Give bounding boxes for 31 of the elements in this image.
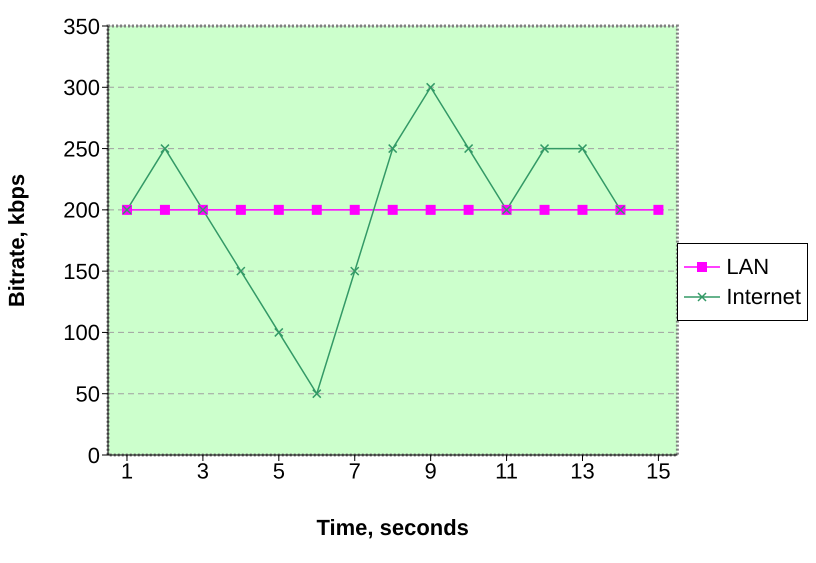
x-tick-label: 13 [570,458,595,484]
point [540,204,550,215]
x-tick-label: 15 [646,458,671,484]
x-tick-label: 1 [120,458,134,484]
y-axis-title: Bitrate, kbps [4,174,29,308]
x-tick-label: 5 [272,458,285,484]
x-axis-title: Time, seconds [316,515,469,540]
x-tick-label: 3 [196,458,210,484]
point [236,204,246,215]
x-tick-label: 7 [348,458,361,484]
y-tick-label: 150 [63,258,100,284]
y-tick-label: 250 [63,136,100,162]
y-tick-label: 100 [63,320,100,346]
y-tick-label: 0 [88,442,100,468]
point [312,204,322,215]
y-tick-label: 200 [63,198,100,223]
legend-label: LAN [726,254,770,280]
y-tick-label: 350 [63,14,100,39]
point [653,204,664,215]
point [350,204,360,215]
legend-label: Internet [726,284,801,310]
point [160,204,170,215]
point [274,204,284,215]
point [577,204,588,215]
point [388,204,398,215]
y-tick-label: 300 [63,75,100,100]
x-tick-label: 11 [495,458,518,484]
point [464,204,474,215]
x-tick-label: 9 [424,458,437,484]
point [426,204,436,215]
y-tick-label: 50 [76,382,100,407]
